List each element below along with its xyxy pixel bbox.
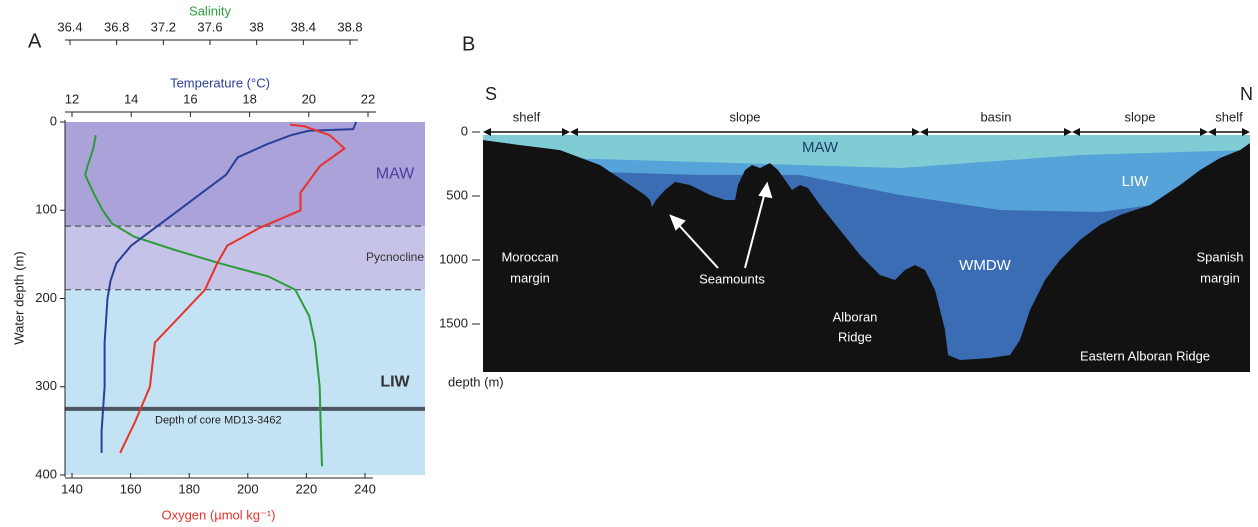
x-tick-label: 22 <box>361 91 375 106</box>
arrow-head <box>483 128 491 136</box>
feature-label: Eastern Alboran Ridge <box>1080 348 1210 363</box>
water-mass-label: MAW <box>802 139 839 156</box>
x-tick-label: 36.4 <box>57 19 82 34</box>
panel-a: A Water depth (m) MAW Pycnocline LIW Depth … <box>11 3 425 522</box>
feature-label: Seamounts <box>699 271 765 286</box>
arrow-head <box>562 128 570 136</box>
figure: A Water depth (m) MAW Pycnocline LIW Depth … <box>0 0 1258 527</box>
x-tick-label: 36.8 <box>104 19 129 34</box>
x-tick-label: 180 <box>178 481 200 496</box>
x-tick-label: 240 <box>354 481 376 496</box>
y-tick-label: 400 <box>35 466 57 481</box>
x-axis-title: Temperature (°C) <box>170 75 270 90</box>
segment-label: shelf <box>1215 109 1243 124</box>
zone-label: Pycnocline <box>366 250 424 264</box>
y-tick-label: 1500 <box>439 315 468 330</box>
feature-label: Ridge <box>838 329 872 344</box>
end-label: S <box>485 84 497 104</box>
zone <box>65 290 425 475</box>
x-tick-label: 200 <box>237 481 259 496</box>
arrow-head <box>1208 128 1216 136</box>
y-tick-label: 100 <box>35 202 57 217</box>
core-label: Depth of core MD13-3462 <box>155 415 282 427</box>
segment-label: slope <box>729 109 760 124</box>
x-tick-label: 18 <box>242 91 256 106</box>
y-axis-title: depth (m) <box>448 374 504 389</box>
water-mass-label: LIW <box>1122 173 1150 190</box>
feature-label: Alboran <box>833 309 878 324</box>
y-tick-label: 500 <box>446 187 468 202</box>
feature-label: Spanish <box>1197 249 1244 264</box>
y-tick-label: 1000 <box>439 251 468 266</box>
panel-b: B S N MAW LIW WMDW Moroccan margin Spani… <box>439 33 1253 389</box>
y-tick-label: 0 <box>461 123 468 138</box>
panel-label: A <box>28 30 42 52</box>
x-tick-label: 16 <box>183 91 197 106</box>
x-tick-label: 37.6 <box>197 19 222 34</box>
arrow-head <box>1242 128 1250 136</box>
end-label: N <box>1240 84 1253 104</box>
x-axis-title: Salinity <box>189 3 231 18</box>
x-tick-label: 140 <box>61 481 83 496</box>
x-axis-title: Oxygen (µmol kg⁻¹) <box>161 507 275 522</box>
x-tick-label: 38 <box>249 19 263 34</box>
y-axis-title: Water depth (m) <box>11 251 26 344</box>
panel-label: B <box>462 33 475 55</box>
feature-label: margin <box>1200 270 1240 285</box>
arrow-head <box>1064 128 1072 136</box>
x-tick-label: 220 <box>296 481 318 496</box>
y-tick-label: 0 <box>50 113 57 128</box>
x-tick-label: 14 <box>124 91 138 106</box>
y-tick-label: 300 <box>35 378 57 393</box>
x-tick-label: 160 <box>120 481 142 496</box>
arrow-head <box>920 128 928 136</box>
zone-label: LIW <box>380 374 410 391</box>
arrow-head <box>570 128 578 136</box>
segment-label: slope <box>1124 109 1155 124</box>
segment-label: basin <box>980 109 1011 124</box>
water-mass-label: WMDW <box>959 257 1011 274</box>
arrow-head <box>1200 128 1208 136</box>
feature-label: margin <box>510 270 550 285</box>
zone-label: MAW <box>376 165 415 182</box>
zone <box>65 122 425 226</box>
arrow-head <box>912 128 920 136</box>
feature-label: Moroccan <box>501 249 558 264</box>
arrow-head <box>1072 128 1080 136</box>
segment-label: shelf <box>513 109 541 124</box>
x-tick-label: 37.2 <box>151 19 176 34</box>
x-tick-label: 20 <box>302 91 316 106</box>
y-tick-label: 200 <box>35 290 57 305</box>
x-tick-label: 12 <box>65 91 79 106</box>
x-tick-label: 38.8 <box>337 19 362 34</box>
x-tick-label: 38.4 <box>291 19 316 34</box>
